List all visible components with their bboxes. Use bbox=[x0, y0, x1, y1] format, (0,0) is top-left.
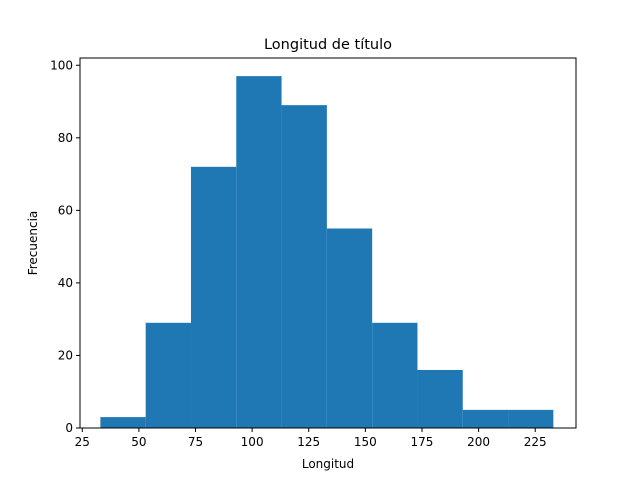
x-tick-label: 225 bbox=[524, 435, 547, 449]
x-axis-label: Longitud bbox=[302, 457, 354, 471]
plot-frame bbox=[79, 57, 577, 429]
y-axis-label: Frecuencia bbox=[26, 211, 40, 276]
x-tick-label: 175 bbox=[411, 435, 434, 449]
x-tick-label: 200 bbox=[467, 435, 490, 449]
histogram-bar-3 bbox=[236, 76, 282, 428]
y-tick-label: 100 bbox=[50, 58, 73, 72]
x-tick-label: 125 bbox=[297, 435, 320, 449]
histogram-bar-1 bbox=[145, 322, 191, 428]
histogram-bar-7 bbox=[417, 369, 463, 428]
histogram-bar-5 bbox=[326, 228, 373, 428]
y-tick-label: 80 bbox=[58, 131, 73, 145]
x-tick-label: 50 bbox=[131, 435, 146, 449]
x-tick-label: 75 bbox=[188, 435, 203, 449]
x-tick-label: 25 bbox=[75, 435, 90, 449]
histogram-bar-8 bbox=[462, 409, 509, 428]
y-tick-label: 0 bbox=[65, 421, 73, 435]
histogram-bar-9 bbox=[508, 409, 554, 428]
x-tick-label: 100 bbox=[241, 435, 264, 449]
y-tick-label: 20 bbox=[58, 348, 73, 362]
histogram-bar-2 bbox=[190, 166, 237, 428]
histogram-bar-6 bbox=[372, 322, 418, 428]
y-tick-label: 60 bbox=[58, 203, 73, 217]
histogram-bar-4 bbox=[281, 105, 327, 428]
y-axis-ticks: 0 20 40 60 80 100 bbox=[50, 58, 80, 435]
bars-group bbox=[100, 76, 554, 428]
chart-title: Longitud de título bbox=[264, 37, 392, 53]
x-tick-label: 150 bbox=[354, 435, 377, 449]
histogram-bar-0 bbox=[100, 417, 146, 428]
y-tick-label: 40 bbox=[58, 276, 73, 290]
x-axis-ticks: 25 50 75 100 125 150 175 200 225 bbox=[75, 428, 547, 449]
